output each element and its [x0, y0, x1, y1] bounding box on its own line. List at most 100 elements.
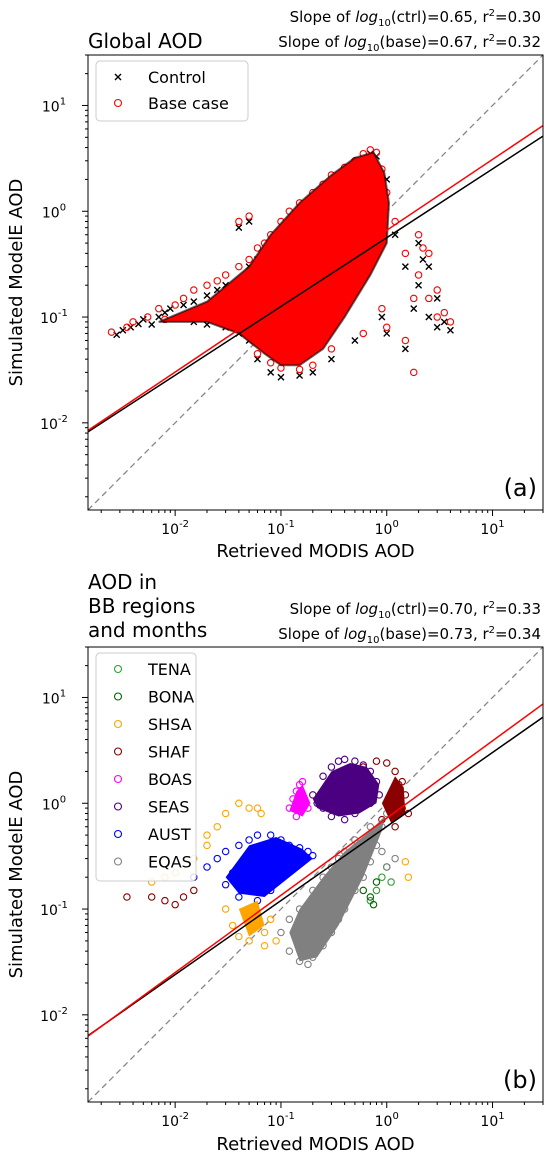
y-tick-label: 101	[42, 688, 66, 707]
data-point	[391, 767, 399, 776]
data-point	[213, 854, 222, 863]
data-point	[404, 873, 413, 881]
data-point	[235, 841, 243, 850]
legend-marker-circle	[113, 857, 123, 866]
data-point	[161, 309, 169, 317]
x-tick-label: 100	[375, 519, 399, 538]
data-point	[414, 230, 423, 239]
eqas-cloud	[289, 816, 385, 962]
legend-marker-circle	[113, 664, 123, 674]
data-point	[433, 323, 441, 331]
data-point	[235, 799, 243, 808]
data-point	[378, 847, 386, 856]
data-point	[213, 277, 222, 285]
data-point	[378, 304, 386, 313]
legend-label: Base case	[148, 94, 229, 113]
y-tick-label: 10-2	[40, 1006, 68, 1025]
seas-cloud	[312, 763, 380, 817]
y-tick-label: 101	[42, 96, 66, 115]
slope-stat: Slope of log10(base)=0.67, r2=0.32	[278, 33, 541, 54]
data-point	[123, 893, 131, 901]
plot-area	[88, 647, 543, 1102]
y-tick-label: 10-1	[40, 900, 68, 919]
boas-cloud	[289, 784, 311, 817]
data-point	[171, 301, 179, 309]
data-point	[228, 921, 237, 930]
series-tena	[366, 863, 395, 905]
legend-label: Control	[148, 68, 206, 87]
data-point	[235, 932, 243, 941]
data-point	[425, 249, 433, 258]
legend-label: SHSA	[148, 715, 192, 734]
data-point	[245, 804, 253, 812]
data-point	[327, 355, 335, 363]
data-point	[295, 365, 304, 374]
data-point	[235, 262, 243, 271]
data-point	[401, 345, 409, 353]
data-point	[401, 857, 410, 866]
data-point	[296, 372, 304, 380]
data-point	[382, 323, 391, 332]
slope-stat: Slope of log10(base)=0.73, r2=0.34	[278, 625, 541, 646]
x-tick-label: 10-2	[161, 1111, 189, 1130]
data-point	[433, 294, 441, 302]
data-point	[203, 863, 211, 871]
fit-line-base-case	[88, 703, 543, 1037]
slope-stat: Slope of log10(ctrl)=0.65, r2=0.30	[290, 8, 541, 29]
data-point	[351, 757, 359, 765]
legend-marker-circle	[113, 802, 123, 811]
data-point	[414, 271, 423, 279]
data-point	[369, 900, 378, 909]
chart-title: Global AOD	[88, 29, 203, 53]
shaf-cloud	[381, 776, 406, 824]
data-point	[253, 355, 261, 363]
data-point	[129, 318, 137, 326]
data-point	[203, 281, 211, 289]
axes-frame	[87, 646, 544, 1103]
data-point	[382, 863, 391, 871]
data-point	[245, 937, 253, 945]
y-axis-label: Simulated ModelE AOD	[6, 771, 27, 979]
legend: Control Base case	[95, 60, 249, 122]
data-point	[260, 941, 269, 950]
data-point	[425, 313, 433, 321]
x-axis-label: Retrieved MODIS AOD	[216, 1134, 414, 1155]
data-point	[409, 294, 418, 303]
data-point	[401, 249, 410, 258]
data-point	[260, 928, 269, 937]
fit-line-base-case	[88, 124, 543, 432]
legend-box	[95, 60, 249, 122]
legend-marker-circle	[113, 747, 123, 756]
data-point	[433, 313, 441, 321]
legend-marker-circle	[113, 692, 123, 701]
data-point	[171, 900, 179, 909]
fit-line-control	[88, 135, 543, 433]
data-point	[221, 905, 230, 913]
data-point	[139, 315, 147, 323]
data-point	[190, 886, 198, 895]
plot-area	[88, 55, 543, 510]
legend-label: AUST	[148, 825, 191, 844]
chart-title-line: and months	[88, 618, 207, 642]
data-point	[235, 217, 243, 226]
data-point	[267, 368, 275, 376]
legend-label: TENA	[147, 660, 191, 679]
dense-point-cloud	[158, 151, 390, 367]
data-point	[253, 349, 262, 358]
data-point	[319, 772, 327, 781]
legend-label: SEAS	[148, 798, 189, 817]
one-to-one-line	[88, 647, 543, 1102]
data-point	[245, 212, 253, 220]
series-bona	[359, 878, 381, 909]
data-point	[277, 373, 285, 381]
data-point	[401, 336, 410, 345]
data-point	[409, 368, 418, 377]
legend-box	[95, 652, 197, 882]
data-point	[266, 915, 275, 924]
data-point	[366, 893, 375, 901]
data-point	[391, 822, 399, 831]
panel-label: (a)	[504, 474, 537, 502]
data-point	[351, 337, 359, 345]
data-point	[391, 854, 399, 863]
